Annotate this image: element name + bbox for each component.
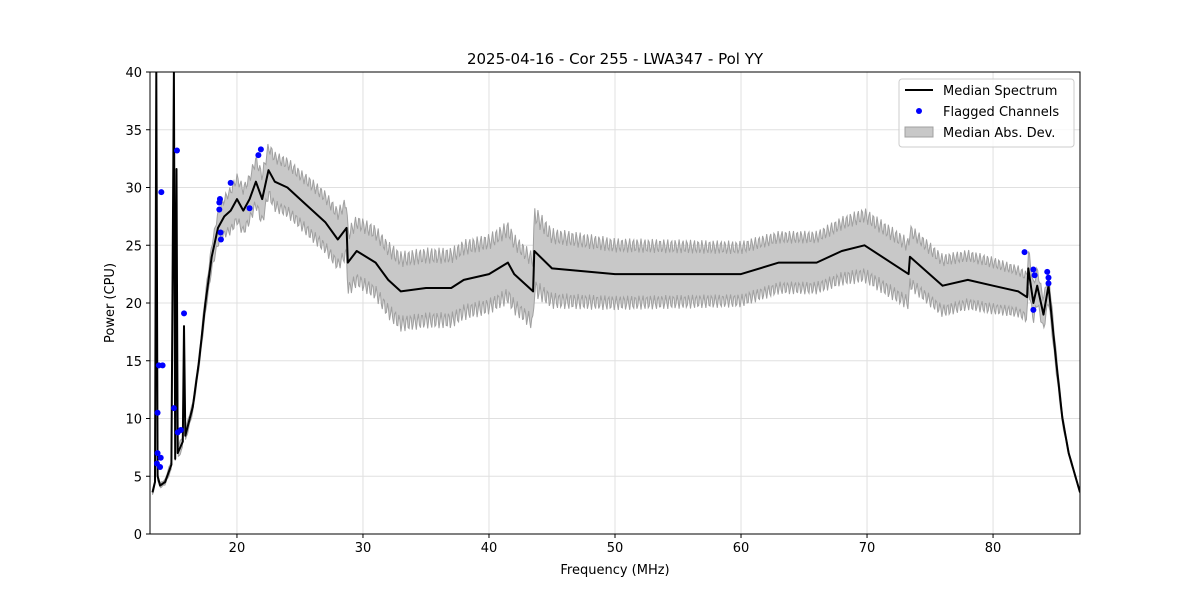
- flagged-channel-point: [1031, 272, 1038, 279]
- legend-mad-label: Median Abs. Dev.: [943, 126, 1055, 141]
- flagged-channel-point: [216, 196, 223, 203]
- y-tick-label: 10: [125, 413, 142, 428]
- flagged-channel-point: [181, 310, 188, 317]
- flagged-channel-point: [177, 427, 184, 434]
- legend-median-label: Median Spectrum: [943, 84, 1057, 99]
- y-tick-label: 20: [125, 297, 142, 312]
- flagged-channel-point: [157, 464, 164, 471]
- flagged-channel-point: [1045, 280, 1052, 287]
- y-tick-label: 35: [125, 124, 142, 139]
- legend-mad-swatch: [904, 126, 934, 138]
- plot-area: [151, 72, 1080, 495]
- flagged-channel-point: [1030, 306, 1037, 313]
- chart-title: 2025-04-16 - Cor 255 - LWA347 - Pol YY: [467, 50, 764, 68]
- y-axis-label: Power (CPU): [103, 263, 118, 343]
- flagged-channel-point: [173, 147, 180, 154]
- flagged-channel-point: [1045, 274, 1052, 281]
- y-tick-label: 0: [134, 528, 142, 543]
- x-tick-label: 60: [733, 541, 750, 556]
- flagged-channel-point: [246, 205, 253, 212]
- legend-flagged-swatch: [916, 108, 922, 114]
- flagged-channel-point: [257, 146, 264, 153]
- flagged-channel-point: [154, 409, 161, 416]
- flagged-channel-point: [1044, 268, 1051, 275]
- y-tick-label: 5: [134, 470, 142, 485]
- x-axis-label: Frequency (MHz): [560, 563, 669, 578]
- flagged-channel-point: [216, 206, 223, 213]
- flagged-channel-point: [217, 229, 224, 236]
- flagged-channel-point: [158, 189, 165, 196]
- legend: Median Spectrum Flagged Channels Median …: [898, 78, 1075, 148]
- flagged-channel-point: [170, 405, 177, 412]
- flagged-channel-point: [227, 179, 234, 186]
- y-tick-label: 15: [125, 355, 142, 370]
- x-tick-label: 70: [859, 541, 876, 556]
- legend-flagged-label: Flagged Channels: [943, 105, 1059, 120]
- flagged-channel-point: [157, 454, 164, 461]
- flagged-channel-point: [1021, 249, 1028, 256]
- median-spectrum-line: [151, 72, 1080, 493]
- y-tick-label: 25: [125, 239, 142, 254]
- x-tick-label: 30: [355, 541, 372, 556]
- flagged-channel-point: [1030, 266, 1037, 273]
- flagged-channel-point: [217, 236, 224, 243]
- y-tick-label: 40: [125, 66, 142, 81]
- y-tick-label: 30: [125, 182, 142, 197]
- mad-band: [152, 134, 1080, 495]
- flagged-channel-point: [255, 152, 262, 159]
- x-tick-label: 20: [229, 541, 246, 556]
- x-tick-label: 40: [481, 541, 498, 556]
- x-tick-label: 50: [607, 541, 624, 556]
- flagged-channel-point: [154, 450, 161, 457]
- axes: 20 30 40 50 60 70 80 0 5 10 15 20 25 30 35 40: [125, 66, 1081, 556]
- plot-frame: [149, 71, 1081, 535]
- flagged-channel-point: [159, 362, 166, 369]
- x-tick-label: 80: [985, 541, 1002, 556]
